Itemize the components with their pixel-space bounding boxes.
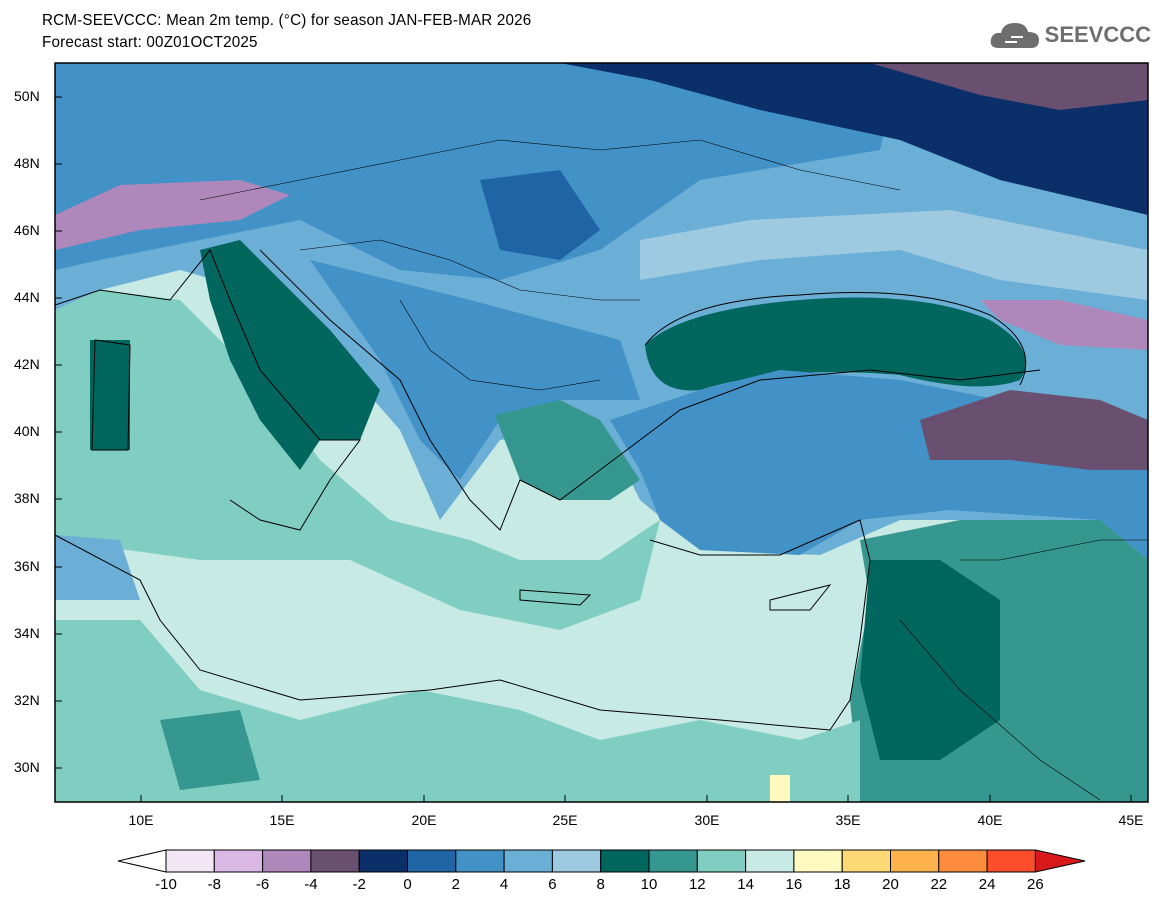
lon-label: 10E (128, 812, 154, 828)
colorbar-box (793, 849, 843, 873)
lat-label: 44N (14, 289, 40, 305)
lon-label: 45E (1118, 812, 1144, 828)
colorbar-box (262, 849, 312, 873)
colorbar-box (938, 849, 988, 873)
colorbar-label: 10 (640, 876, 658, 893)
colorbar-label: -10 (155, 876, 177, 893)
colorbar-box (407, 849, 457, 873)
country-borders (199, 139, 1148, 801)
lat-label: 40N (14, 423, 40, 439)
region-carpathians (480, 170, 600, 260)
colorbar-label: -4 (304, 876, 318, 893)
colorbar-box (696, 849, 747, 873)
coastlines (55, 249, 1041, 731)
region-northeast-navy (560, 63, 1148, 215)
lon-label: 20E (411, 812, 437, 828)
region-greece (495, 400, 640, 500)
region-central-europe (55, 63, 900, 280)
lat-label: 30N (14, 759, 40, 775)
lon-label: 30E (694, 812, 720, 828)
colorbar-label: -6 (255, 876, 270, 893)
colorbar-label: 2 (451, 876, 460, 893)
colorbar-label: 18 (833, 876, 851, 893)
lat-label: 50N (14, 88, 40, 104)
logo-text: SEEVCCC (1044, 22, 1151, 47)
colorbar-label: -2 (352, 876, 366, 893)
region-ukraine (640, 210, 1148, 300)
region-north-africa (55, 620, 860, 802)
colorbar-box (455, 849, 505, 873)
colorbar-box (986, 849, 1036, 873)
region-egypt-yellow (770, 775, 790, 802)
colorbar-label: -8 (207, 876, 221, 893)
colorbar-over-triangle (1034, 849, 1086, 873)
region-italy (200, 240, 380, 470)
colorbar-label: 6 (548, 876, 557, 893)
cloud-icon (990, 23, 1039, 48)
lat-label: 32N (14, 692, 40, 708)
region-northeast-purple (870, 63, 1148, 110)
colorbar-box (600, 849, 650, 873)
lon-label: 15E (269, 812, 295, 828)
colorbar-box (213, 849, 264, 873)
colorbar-label: 26 (1027, 876, 1044, 893)
map-title: RCM-SEEVCCC: Mean 2m temp. (°C) for seas… (42, 12, 532, 29)
forecast-start: Forecast start: 00Z01OCT2025 (42, 34, 258, 51)
colorbar-box (503, 849, 553, 873)
colorbar-box (551, 849, 602, 873)
colorbar-box (358, 849, 409, 873)
colorbar-box (165, 849, 215, 873)
lat-label: 36N (14, 558, 40, 574)
colorbar-label: 20 (882, 876, 899, 893)
region-black-sea (645, 297, 1026, 391)
region-caucasus (980, 300, 1148, 350)
lat-label: 48N (14, 155, 40, 171)
colorbar-label: 12 (688, 876, 706, 893)
colorbar-box (745, 849, 795, 873)
colorbar-label: 24 (978, 876, 996, 893)
logo: SEEVCCC (989, 20, 1151, 50)
colorbar-box (648, 849, 698, 873)
lon-label: 40E (977, 812, 1003, 828)
region-sardinia (90, 340, 130, 450)
colorbar-label: 4 (499, 876, 509, 893)
lon-label: 35E (835, 812, 861, 828)
region-west-med (55, 290, 660, 630)
colorbar-box (841, 849, 892, 873)
lat-label: 46N (14, 222, 40, 238)
axis-ticks (55, 96, 1132, 802)
colorbar-label: 16 (785, 876, 803, 893)
lon-label: 25E (552, 812, 578, 828)
lat-label: 34N (14, 625, 40, 641)
colorbar-box (310, 849, 360, 873)
region-sahara-dark (160, 710, 260, 790)
colorbar-label: 8 (596, 876, 605, 893)
lat-label: 38N (14, 490, 40, 506)
colorbar-label: 0 (403, 876, 412, 893)
colorbar-label: 22 (930, 876, 948, 893)
colorbar-label: 14 (737, 876, 754, 893)
colorbar (117, 849, 1086, 873)
region-east-turkey (920, 390, 1148, 470)
colorbar-under-triangle (117, 849, 167, 873)
colorbar-box (890, 849, 940, 873)
region-algeria-cool (55, 535, 140, 600)
region-levant-dark (860, 560, 1000, 760)
lat-label: 42N (14, 356, 40, 372)
region-balkans (310, 260, 640, 480)
region-alps (55, 180, 290, 250)
